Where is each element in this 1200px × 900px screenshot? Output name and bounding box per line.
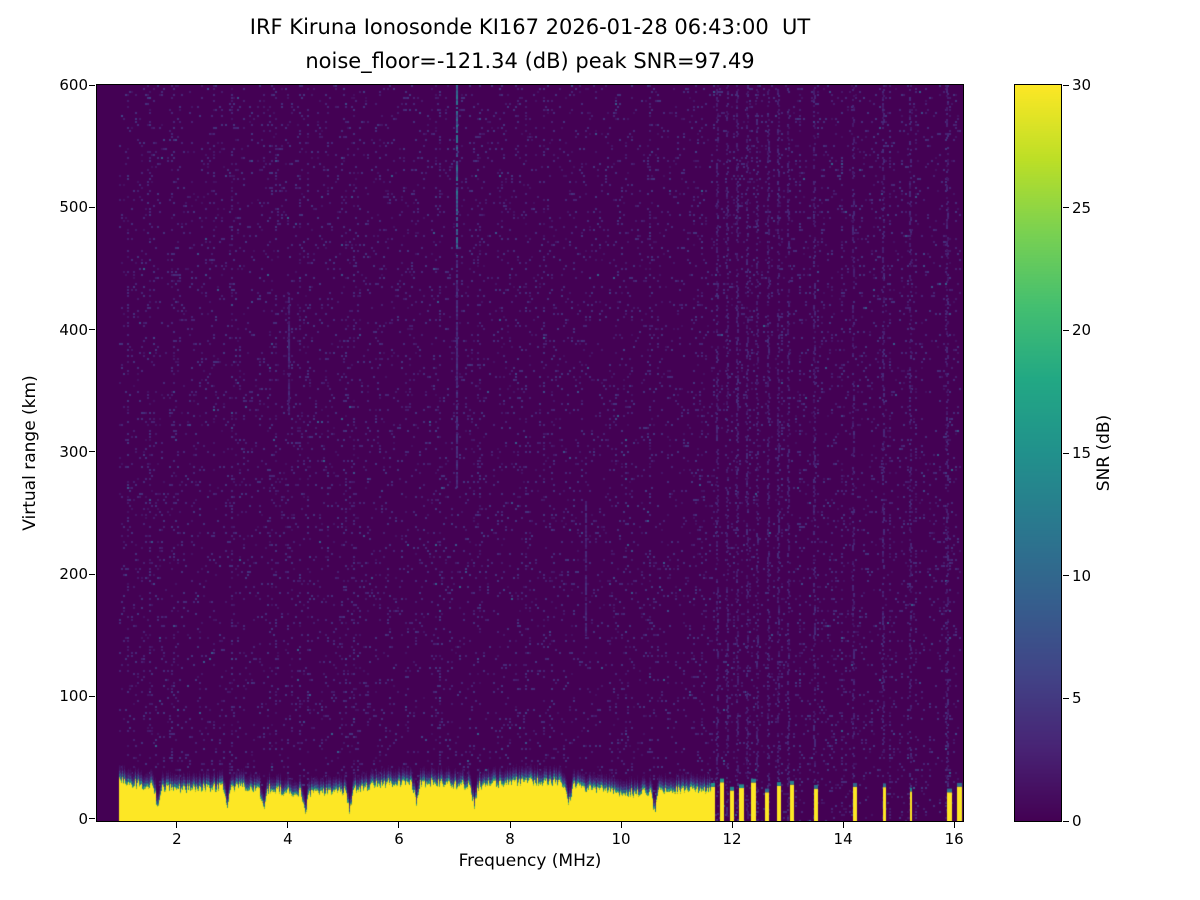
x-tick-mark [287, 822, 289, 828]
y-tick-mark [89, 818, 95, 820]
colorbar-tick-label: 10 [1072, 566, 1092, 585]
y-tick-label: 0 [78, 809, 88, 828]
heatmap-canvas [97, 85, 963, 821]
x-tick-label: 8 [505, 830, 515, 848]
x-tick-label: 4 [283, 830, 293, 848]
colorbar-tick-label: 0 [1072, 812, 1082, 830]
y-tick-mark [89, 329, 95, 331]
x-tick-mark [398, 822, 400, 828]
y-tick-label: 500 [59, 198, 88, 217]
colorbar-tick-mark [1063, 452, 1069, 454]
y-tick-label: 200 [59, 565, 88, 584]
colorbar-tick-mark [1063, 329, 1069, 331]
y-tick-label: 600 [59, 76, 88, 94]
y-tick-mark [89, 451, 95, 453]
y-tick-mark [89, 206, 95, 208]
x-tick-mark [953, 822, 955, 828]
y-tick-label: 100 [59, 687, 88, 706]
x-tick-label: 16 [944, 830, 964, 848]
colorbar-tick-mark [1063, 207, 1069, 209]
colorbar-gradient [1015, 85, 1061, 821]
x-tick-mark [842, 822, 844, 828]
y-axis-label: Virtual range (km) [20, 375, 40, 531]
x-tick-mark [620, 822, 622, 828]
x-tick-label: 10 [611, 830, 631, 848]
x-tick-label: 2 [172, 830, 182, 848]
y-tick-label: 400 [59, 320, 88, 339]
chart-title-line1: IRF Kiruna Ionosonde KI167 2026-01-28 06… [249, 15, 811, 39]
colorbar-tick-mark [1063, 575, 1069, 577]
colorbar-tick-mark [1063, 820, 1069, 822]
x-axis-label: Frequency (MHz) [458, 851, 602, 871]
colorbar [1014, 84, 1062, 822]
y-tick-mark [89, 695, 95, 697]
x-tick-mark [731, 822, 733, 828]
colorbar-tick-mark [1063, 84, 1069, 86]
colorbar-label: SNR (dB) [1094, 414, 1114, 492]
colorbar-tick-mark [1063, 697, 1069, 699]
y-tick-mark [89, 573, 95, 575]
x-tick-mark [509, 822, 511, 828]
colorbar-tick-label: 20 [1072, 321, 1092, 340]
plot-area [96, 84, 964, 822]
x-tick-mark [176, 822, 178, 828]
colorbar-tick-label: 5 [1072, 689, 1082, 708]
x-tick-label: 6 [394, 830, 404, 848]
x-tick-label: 14 [833, 830, 853, 848]
chart-title: IRF Kiruna Ionosonde KI167 2026-01-28 06… [97, 10, 963, 78]
colorbar-tick-label: 30 [1072, 76, 1092, 94]
chart-title-line2: noise_floor=-121.34 (dB) peak SNR=97.49 [305, 49, 755, 73]
colorbar-tick-label: 25 [1072, 198, 1092, 217]
y-tick-label: 300 [59, 442, 88, 461]
x-tick-label: 12 [722, 830, 742, 848]
colorbar-tick-label: 15 [1072, 444, 1092, 462]
y-tick-mark [89, 84, 95, 86]
